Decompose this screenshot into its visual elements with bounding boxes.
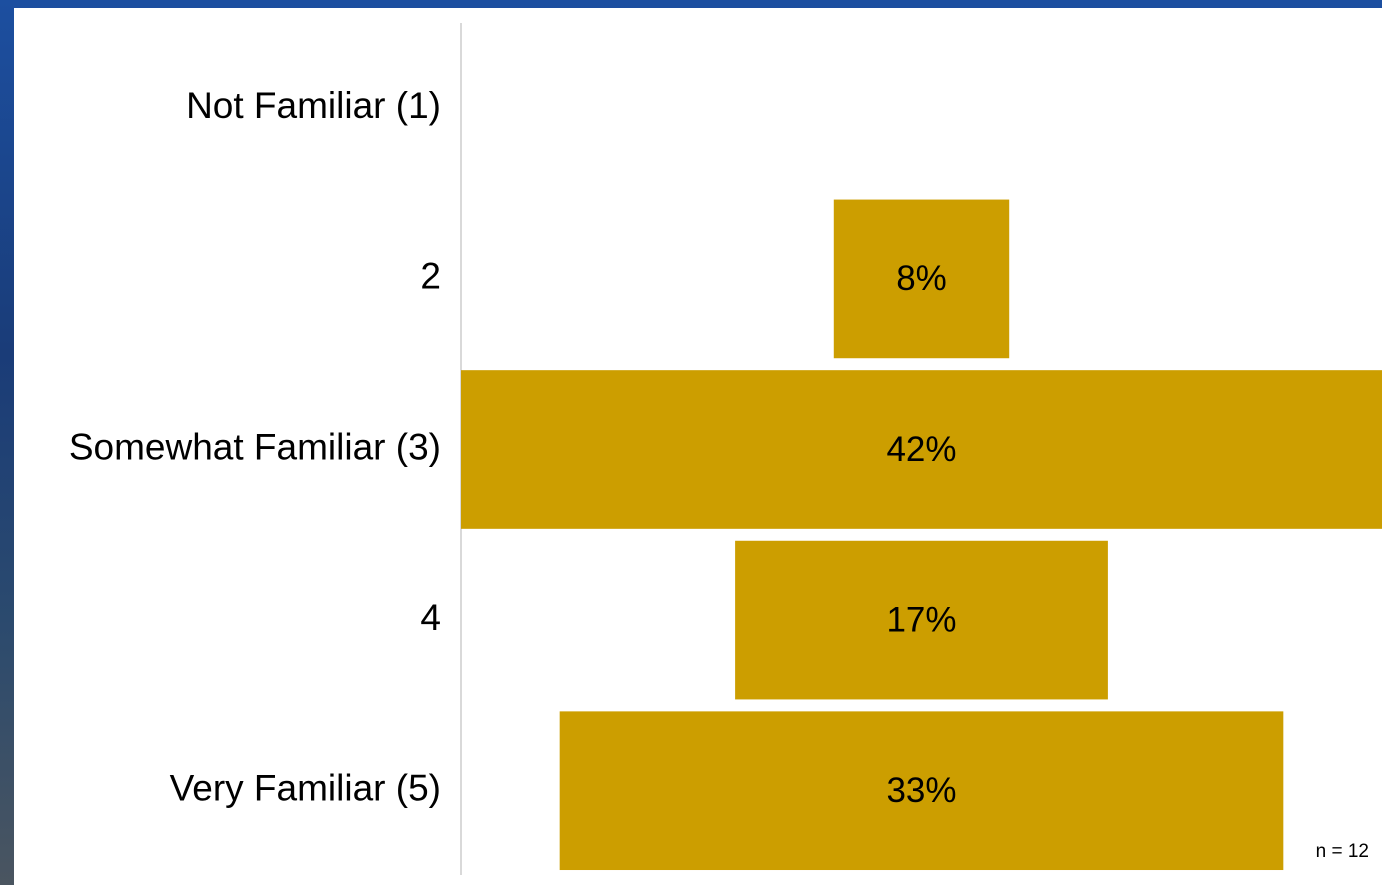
- bar: [833, 199, 1010, 359]
- bar: [461, 370, 1382, 529]
- value-label: 8%: [896, 259, 947, 298]
- value-label: 42%: [886, 430, 956, 469]
- category-label: 2: [420, 256, 441, 297]
- bar: [735, 540, 1108, 700]
- category-label: Somewhat Familiar (3): [69, 426, 441, 467]
- bar: [559, 711, 1284, 871]
- value-label: 33%: [886, 771, 956, 810]
- category-label: Very Familiar (5): [170, 767, 441, 808]
- sample-size-note: n = 12: [1316, 841, 1369, 862]
- category-label: 4: [420, 597, 441, 638]
- category-label: Not Familiar (1): [186, 85, 441, 126]
- value-label: 17%: [886, 600, 956, 639]
